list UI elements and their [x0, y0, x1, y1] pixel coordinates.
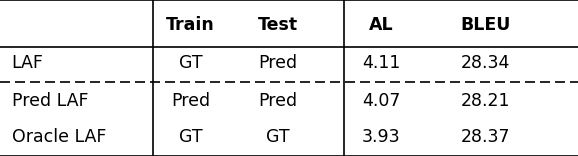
Text: 4.11: 4.11 — [362, 54, 401, 72]
Text: BLEU: BLEU — [460, 16, 511, 34]
Text: 28.34: 28.34 — [461, 54, 510, 72]
Text: 4.07: 4.07 — [362, 92, 401, 110]
Text: 28.37: 28.37 — [461, 127, 510, 146]
Text: AL: AL — [369, 16, 394, 34]
Text: 28.21: 28.21 — [461, 92, 510, 110]
Text: Oracle LAF: Oracle LAF — [12, 127, 106, 146]
Text: LAF: LAF — [12, 54, 43, 72]
Text: Pred: Pred — [258, 54, 297, 72]
Text: 3.93: 3.93 — [362, 127, 401, 146]
Text: Pred: Pred — [258, 92, 297, 110]
Text: Pred: Pred — [171, 92, 210, 110]
Text: GT: GT — [179, 54, 202, 72]
Text: GT: GT — [266, 127, 289, 146]
Text: GT: GT — [179, 127, 202, 146]
Text: Test: Test — [257, 16, 298, 34]
Text: Pred LAF: Pred LAF — [12, 92, 88, 110]
Text: Train: Train — [166, 16, 215, 34]
